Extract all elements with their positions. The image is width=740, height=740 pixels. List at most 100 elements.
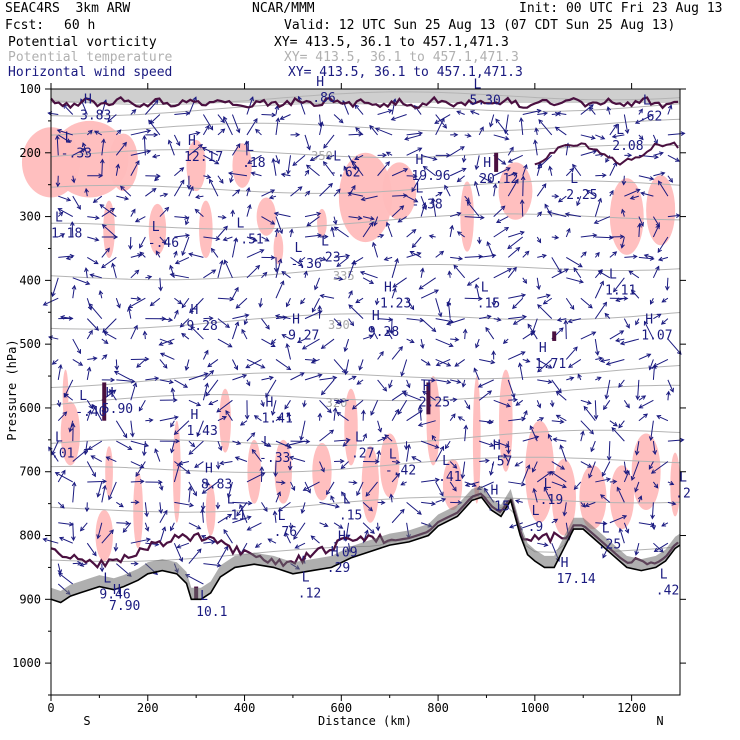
wind-vector-head bbox=[632, 254, 638, 260]
wind-vector-head bbox=[169, 272, 175, 278]
wind-vector bbox=[449, 481, 457, 492]
wind-vector bbox=[435, 446, 444, 462]
wind-vector bbox=[465, 481, 480, 487]
wind-vector-head bbox=[306, 488, 311, 494]
wind-vector-head bbox=[270, 255, 276, 260]
wind-vector-head bbox=[281, 334, 287, 339]
wind-vector-head bbox=[136, 363, 141, 368]
wind-vector-head bbox=[105, 456, 111, 461]
extremum-kind: L bbox=[55, 430, 63, 445]
wind-vector bbox=[148, 119, 161, 136]
wind-vector bbox=[217, 128, 225, 136]
wind-vector bbox=[621, 236, 625, 248]
wind-vector-head bbox=[118, 502, 124, 508]
wind-vector bbox=[189, 253, 204, 258]
wind-vector-head bbox=[229, 178, 234, 184]
wind-vector-head bbox=[380, 500, 386, 505]
extremum-value: .62 bbox=[639, 110, 662, 125]
wind-vector bbox=[362, 522, 375, 534]
x-tick-label: 600 bbox=[330, 701, 352, 715]
wind-vector bbox=[323, 134, 335, 149]
wind-vector bbox=[72, 359, 83, 366]
wind-vector bbox=[653, 152, 664, 156]
wind-vector-head bbox=[590, 447, 595, 453]
wind-vector-head bbox=[158, 479, 163, 485]
wind-vector bbox=[129, 236, 132, 249]
wind-vector bbox=[556, 391, 567, 401]
extremum-value: 9.28 bbox=[186, 319, 217, 334]
wind-vector bbox=[174, 420, 190, 435]
wind-vector bbox=[254, 415, 262, 422]
wind-vector-head bbox=[233, 237, 238, 243]
wind-vector bbox=[537, 359, 553, 373]
wind-vector-head bbox=[295, 132, 301, 138]
wind-vector bbox=[115, 129, 122, 136]
wind-vector bbox=[201, 509, 204, 523]
wind-vector bbox=[594, 216, 611, 224]
wind-vector bbox=[533, 488, 538, 503]
wind-vector-head bbox=[606, 456, 612, 461]
wind-vector bbox=[515, 500, 523, 503]
wind-vector bbox=[321, 338, 335, 349]
wind-vector bbox=[356, 379, 364, 385]
wind-vector-head bbox=[437, 312, 443, 318]
wind-vector-head bbox=[555, 390, 561, 396]
wind-vector bbox=[464, 255, 483, 258]
wind-vector bbox=[478, 175, 492, 183]
extremum-value: -.33 bbox=[61, 147, 92, 162]
wind-vector bbox=[86, 461, 96, 477]
wind-vector-head bbox=[42, 301, 48, 306]
wind-vector bbox=[621, 209, 625, 217]
wind-vector-head bbox=[114, 365, 120, 371]
wind-vector-head bbox=[250, 171, 256, 177]
wind-vector-head bbox=[235, 304, 241, 309]
field-name-theta: Potential temperature bbox=[8, 50, 173, 65]
wind-vector-head bbox=[417, 147, 423, 152]
wind-vector bbox=[432, 198, 437, 217]
wind-vector bbox=[319, 399, 332, 413]
wind-vector-head bbox=[268, 375, 274, 381]
wind-vector-head bbox=[282, 315, 288, 321]
extremum-value: .27 bbox=[351, 446, 374, 461]
wind-vector-head bbox=[336, 262, 342, 268]
wind-vector-head bbox=[236, 511, 241, 517]
wind-vector bbox=[246, 432, 255, 442]
wind-vector-head bbox=[265, 324, 270, 330]
wind-vector-head bbox=[206, 174, 212, 179]
wind-vector-head bbox=[69, 221, 75, 226]
wind-vector bbox=[203, 175, 211, 178]
wind-vector bbox=[52, 359, 59, 365]
wind-vector bbox=[154, 448, 161, 462]
extremum-kind: L bbox=[570, 172, 578, 187]
wind-vector bbox=[188, 548, 202, 564]
wind-vector bbox=[667, 379, 674, 393]
wind-vector bbox=[431, 435, 437, 442]
wind-vector bbox=[188, 186, 194, 197]
wind-vector-head bbox=[451, 413, 456, 419]
wind-vector-head bbox=[317, 304, 323, 310]
wind-vector-head bbox=[245, 364, 251, 369]
extremum-value: 12.17 bbox=[184, 150, 223, 165]
wind-vector bbox=[572, 164, 582, 177]
wind-vector bbox=[57, 501, 65, 509]
wind-vector-head bbox=[658, 151, 664, 156]
wind-vector bbox=[86, 367, 91, 380]
wind-vector bbox=[652, 134, 658, 144]
wind-vector-head bbox=[434, 444, 440, 449]
wind-vector bbox=[391, 473, 400, 483]
wind-vector bbox=[550, 471, 567, 483]
wind-vector bbox=[298, 257, 306, 263]
wind-vector bbox=[170, 273, 189, 279]
wind-vector-head bbox=[142, 330, 148, 336]
extremum-kind: H bbox=[423, 379, 431, 394]
wind-vector-head bbox=[244, 140, 249, 146]
wind-vector-head bbox=[657, 256, 663, 262]
wind-vector bbox=[435, 498, 446, 503]
wind-vector bbox=[231, 114, 240, 133]
wind-vector-head bbox=[459, 146, 465, 151]
wind-vector bbox=[271, 338, 277, 344]
wind-vector bbox=[130, 420, 134, 437]
wind-vector-head bbox=[504, 443, 510, 448]
wind-vector-head bbox=[287, 444, 293, 449]
wind-vector-head bbox=[595, 251, 600, 257]
